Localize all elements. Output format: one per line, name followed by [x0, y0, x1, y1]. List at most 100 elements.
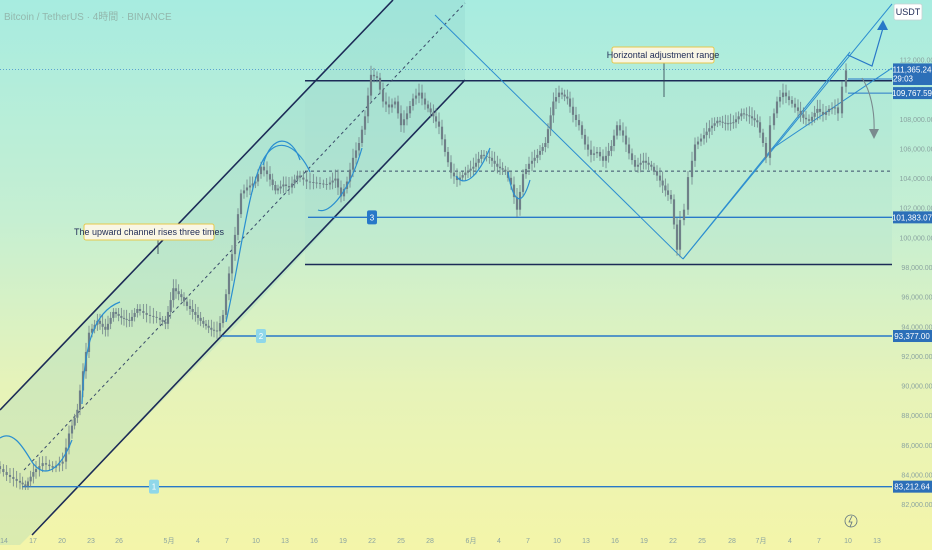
candle-body — [589, 149, 593, 155]
y-tick-label: 92,000.00 — [901, 354, 932, 361]
y-tick-label: 104,000.00 — [899, 176, 932, 183]
candle-body — [414, 95, 418, 99]
candle-body — [713, 123, 716, 126]
candle-body — [552, 101, 555, 116]
arrow-head-up — [877, 20, 888, 30]
price-tag-label: 83,212.64 — [894, 483, 930, 492]
candle-body — [512, 184, 516, 198]
candle-body — [177, 291, 180, 295]
candle-body — [636, 164, 640, 167]
channel-mid-line — [23, 2, 466, 471]
candle-body — [402, 119, 406, 126]
x-tick-label: 20 — [58, 538, 66, 545]
candle-body — [158, 317, 162, 320]
candle-body — [393, 101, 397, 105]
candle-body — [48, 464, 51, 467]
symbol-watermark: Bitcoin / TetherUS · 4時間 · BINANCE — [4, 8, 172, 23]
candle-body — [242, 190, 246, 194]
candle-body — [12, 476, 15, 479]
candle-body — [527, 163, 531, 169]
x-tick-label: 4 — [497, 538, 501, 545]
separator: · — [83, 12, 93, 23]
projection-down-arrow — [861, 77, 875, 133]
candle-body — [437, 121, 441, 127]
candle-body — [541, 146, 544, 151]
x-tick-label: 10 — [844, 538, 852, 545]
candle-body — [271, 179, 274, 185]
candle-body — [245, 187, 249, 191]
candle-body — [38, 466, 41, 470]
candle-body — [724, 122, 727, 124]
callout-box — [83, 223, 215, 241]
candle-body — [682, 209, 686, 221]
candle-body — [276, 188, 280, 191]
diagonal-down-line — [434, 14, 684, 260]
lightning-bolt — [848, 515, 853, 528]
candle-body — [781, 92, 785, 98]
candle-body — [279, 186, 282, 189]
candle-body — [560, 92, 564, 95]
candle-body — [750, 116, 754, 119]
y-tick-label: 102,000.00 — [899, 206, 932, 213]
candle-body — [15, 478, 18, 481]
candle-body — [411, 98, 415, 106]
candle-body — [775, 101, 779, 114]
candle-body — [357, 143, 361, 151]
candle-body — [524, 168, 528, 175]
candle-body — [138, 308, 142, 311]
candle-body — [592, 153, 596, 155]
candle-body — [799, 110, 802, 115]
candle-body — [429, 108, 432, 113]
candle-body — [790, 100, 794, 104]
candle-body — [493, 160, 496, 164]
x-tick-label: 7 — [225, 538, 229, 545]
candle-body — [577, 120, 581, 126]
candle-body — [296, 175, 299, 180]
x-tick-label: 13 — [281, 538, 289, 545]
candle-body — [221, 314, 225, 324]
candle-body — [155, 316, 158, 318]
candle-body — [308, 181, 312, 183]
candle-body — [133, 312, 136, 317]
candle-body — [574, 114, 578, 121]
candle-body — [647, 162, 650, 165]
candle-body — [630, 153, 634, 161]
candle-body — [642, 160, 645, 163]
projection-up-arrow — [847, 27, 884, 67]
candle-body — [601, 156, 605, 161]
candle-body — [18, 480, 22, 483]
candle-body — [122, 317, 126, 319]
x-tick-label: 6月 — [466, 537, 477, 545]
candle-body — [384, 101, 388, 105]
candle-body — [549, 115, 552, 130]
x-tick-label: 7月 — [756, 537, 767, 545]
x-tick-label: 25 — [397, 538, 405, 545]
candle-body — [381, 89, 385, 102]
candle-body — [233, 234, 237, 255]
candle-body — [742, 113, 746, 115]
candle-body — [251, 183, 254, 186]
candle-body — [387, 104, 391, 108]
candle-body — [772, 113, 776, 126]
candle-body — [390, 104, 394, 108]
level-marker-3 — [367, 210, 377, 225]
candle-body — [464, 172, 467, 176]
candle-body — [604, 155, 608, 161]
interval: 4時間 — [92, 12, 119, 23]
candle-body — [334, 178, 337, 181]
candle-body — [268, 174, 272, 180]
candle-body — [224, 294, 228, 315]
candle-body — [716, 120, 719, 124]
candle-body — [161, 319, 164, 322]
y-tick-label: 82,000.00 — [901, 502, 932, 509]
candle-body — [784, 92, 788, 97]
candle-body — [207, 325, 210, 328]
candle-body — [818, 108, 822, 112]
candle-body — [618, 125, 622, 131]
candle-body — [658, 175, 662, 181]
candle-body — [218, 323, 222, 332]
channel-upper-line — [0, 0, 394, 411]
candle-body — [624, 135, 628, 145]
